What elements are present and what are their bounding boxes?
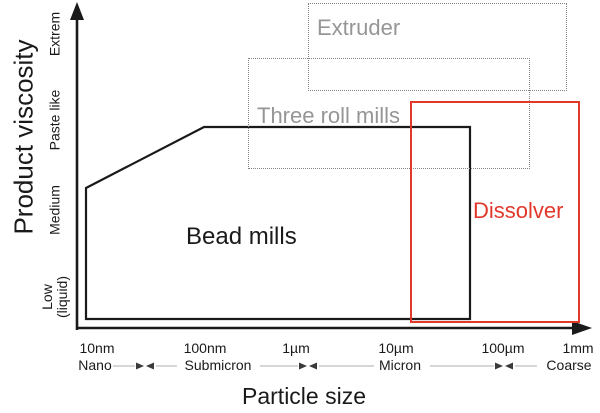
x-tick-1mm: 1mm bbox=[562, 340, 594, 356]
range-arrow-left-icon bbox=[146, 362, 154, 370]
x-tick-10nm: 10nm bbox=[79, 340, 115, 356]
x-region-micron: Micron bbox=[378, 357, 422, 373]
dissolver-label: Dissolver bbox=[473, 198, 564, 223]
y-axis-arrow-icon bbox=[70, 2, 84, 20]
three-roll-mills-region-box bbox=[248, 58, 530, 169]
y-tick-low-line2: (liquid) bbox=[54, 275, 70, 319]
bead-mills-region-outline bbox=[84, 125, 472, 321]
x-axis-arrow-icon bbox=[572, 321, 592, 335]
dissolver-region-box bbox=[410, 101, 580, 323]
x-region-nano: Nano bbox=[78, 357, 112, 373]
extruder-label: Extruder bbox=[317, 15, 401, 40]
x-tick-10um: 10µm bbox=[378, 340, 414, 356]
x-tick-100nm: 100nm bbox=[183, 340, 227, 356]
y-tick-low-line1: Low bbox=[39, 284, 55, 310]
x-tick-1um: 1µm bbox=[282, 340, 310, 356]
x-tick-100um: 100µm bbox=[481, 340, 525, 356]
y-axis-title: Product viscosity bbox=[8, 39, 39, 235]
three-roll-mills-label: Three roll mills bbox=[257, 103, 401, 128]
y-tick-low-liquid: Low (liquid) bbox=[39, 275, 70, 319]
x-region-coarse: Coarse bbox=[546, 357, 592, 373]
range-arrow-left-icon bbox=[309, 362, 317, 370]
y-tick-extrem: Extrem bbox=[46, 11, 63, 57]
y-tick-medium: Medium bbox=[46, 185, 63, 235]
x-region-submicron: Submicron bbox=[184, 357, 252, 373]
range-arrow-left-icon bbox=[505, 362, 513, 370]
y-tick-paste-like: Paste like bbox=[46, 89, 63, 151]
range-arrow-right-icon bbox=[136, 362, 144, 370]
extruder-region-box bbox=[308, 3, 567, 91]
bead-mills-label: Bead mills bbox=[186, 223, 297, 250]
range-arrow-right-icon bbox=[299, 362, 307, 370]
range-arrow-right-icon bbox=[495, 362, 503, 370]
x-axis-title: Particle size bbox=[242, 383, 366, 409]
